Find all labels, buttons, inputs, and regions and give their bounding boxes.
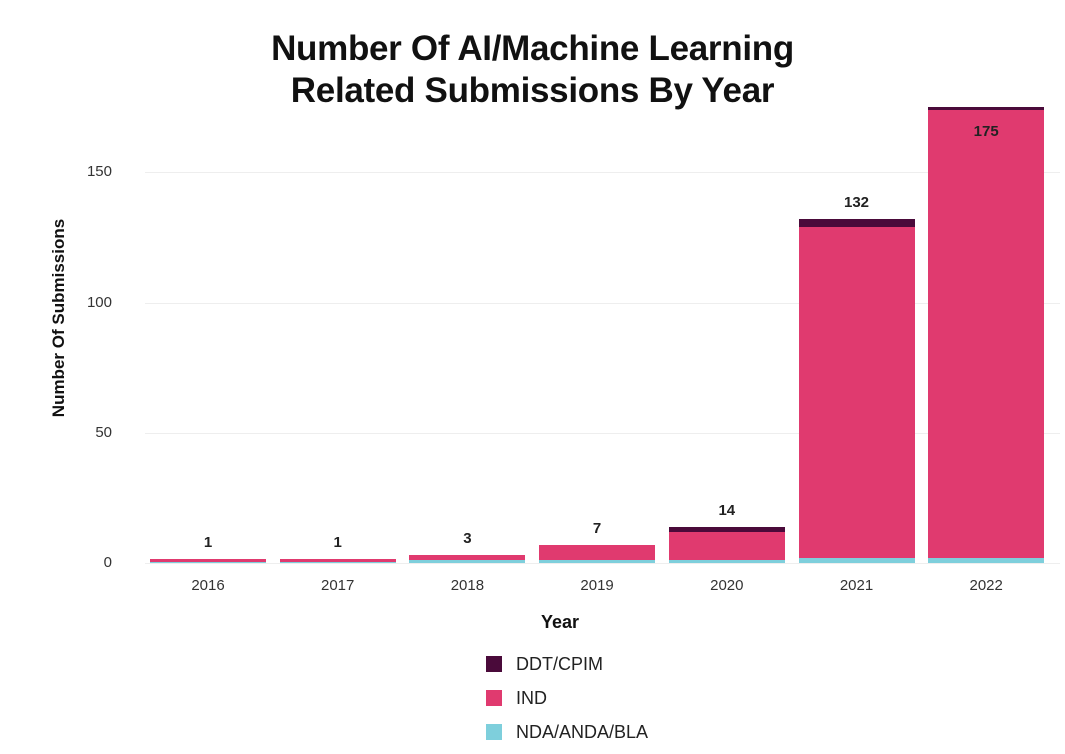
x-axis-label: Year — [540, 612, 580, 632]
bar-2020[interactable] — [668, 526, 785, 563]
bar-segment-ind — [798, 226, 915, 558]
legend-swatch — [486, 656, 502, 672]
bar-2022[interactable] — [928, 107, 1045, 563]
gridline — [145, 172, 1060, 174]
bar-segment-nda-anda-bla — [409, 560, 526, 563]
legend-swatch — [486, 724, 502, 740]
value-label: 1 — [203, 533, 213, 551]
chart-title: Number Of AI/Machine Learning Related Su… — [0, 28, 1065, 112]
legend-label: DDT/CPIM — [516, 653, 603, 674]
bar-segment-ind — [279, 558, 396, 562]
bar-2017[interactable] — [279, 558, 396, 563]
bar-segment-nda-anda-bla — [668, 560, 785, 563]
y-axis-label: Number Of Submissions — [49, 218, 68, 418]
legend-item-nda-anda-bla[interactable]: NDA/ANDA/BLA — [486, 720, 648, 744]
bar-segment-ddt-cpim — [928, 107, 1045, 110]
bar-segment-nda-anda-bla — [798, 557, 915, 563]
bar-segment-ind — [409, 555, 526, 561]
legend-item-ddt-cpim[interactable]: DDT/CPIM — [486, 652, 648, 676]
legend-item-ind[interactable]: IND — [486, 686, 648, 710]
bar-segment-nda-anda-bla — [539, 560, 656, 563]
value-label: 175 — [973, 123, 999, 141]
y-tick-label: 50 — [95, 423, 112, 441]
bar-segment-ddt-cpim — [668, 526, 785, 532]
bar-2018[interactable] — [409, 555, 526, 563]
bar-2016[interactable] — [150, 558, 266, 563]
y-tick-label: 150 — [86, 163, 112, 181]
value-label: 7 — [592, 519, 602, 537]
legend: DDT/CPIM IND NDA/ANDA/BLA — [486, 652, 648, 754]
bar-segment-ind — [539, 544, 656, 561]
gridline — [145, 302, 1060, 304]
x-tick-label: 2019 — [580, 577, 614, 594]
bar-2019[interactable] — [539, 544, 656, 563]
x-tick-label: 2017 — [321, 577, 355, 594]
value-label: 1 — [333, 533, 342, 551]
x-tick-label: 2020 — [710, 577, 744, 594]
x-tick-label: 2022 — [969, 577, 1003, 594]
bar-segment-nda-anda-bla — [279, 561, 396, 563]
value-label: 14 — [718, 501, 736, 519]
bar-2021[interactable] — [798, 219, 915, 563]
bar-segment-ind — [928, 109, 1045, 558]
bar-segment-ddt-cpim — [798, 219, 915, 227]
y-tick-label: 100 — [86, 293, 112, 311]
bar-segment-nda-anda-bla — [928, 557, 1045, 563]
legend-label: IND — [516, 687, 547, 708]
y-tick-label: 0 — [103, 554, 112, 571]
value-label: 132 — [843, 194, 870, 212]
bar-segment-ind — [150, 558, 266, 562]
legend-swatch — [486, 690, 502, 706]
chart-title-line-2: Related Submissions By Year — [290, 71, 775, 110]
gridline — [145, 563, 1060, 564]
x-tick-label: 2018 — [450, 577, 485, 594]
bar-segment-ind — [668, 531, 785, 561]
gridline — [145, 432, 1060, 434]
x-tick-label: 2021 — [839, 577, 874, 594]
x-tick-label: 2016 — [191, 577, 225, 594]
bar-segment-nda-anda-bla — [150, 561, 266, 563]
chart-title-line-1: Number Of AI/Machine Learning — [271, 29, 794, 68]
legend-label: NDA/ANDA/BLA — [516, 721, 649, 742]
value-label: 3 — [463, 530, 472, 548]
